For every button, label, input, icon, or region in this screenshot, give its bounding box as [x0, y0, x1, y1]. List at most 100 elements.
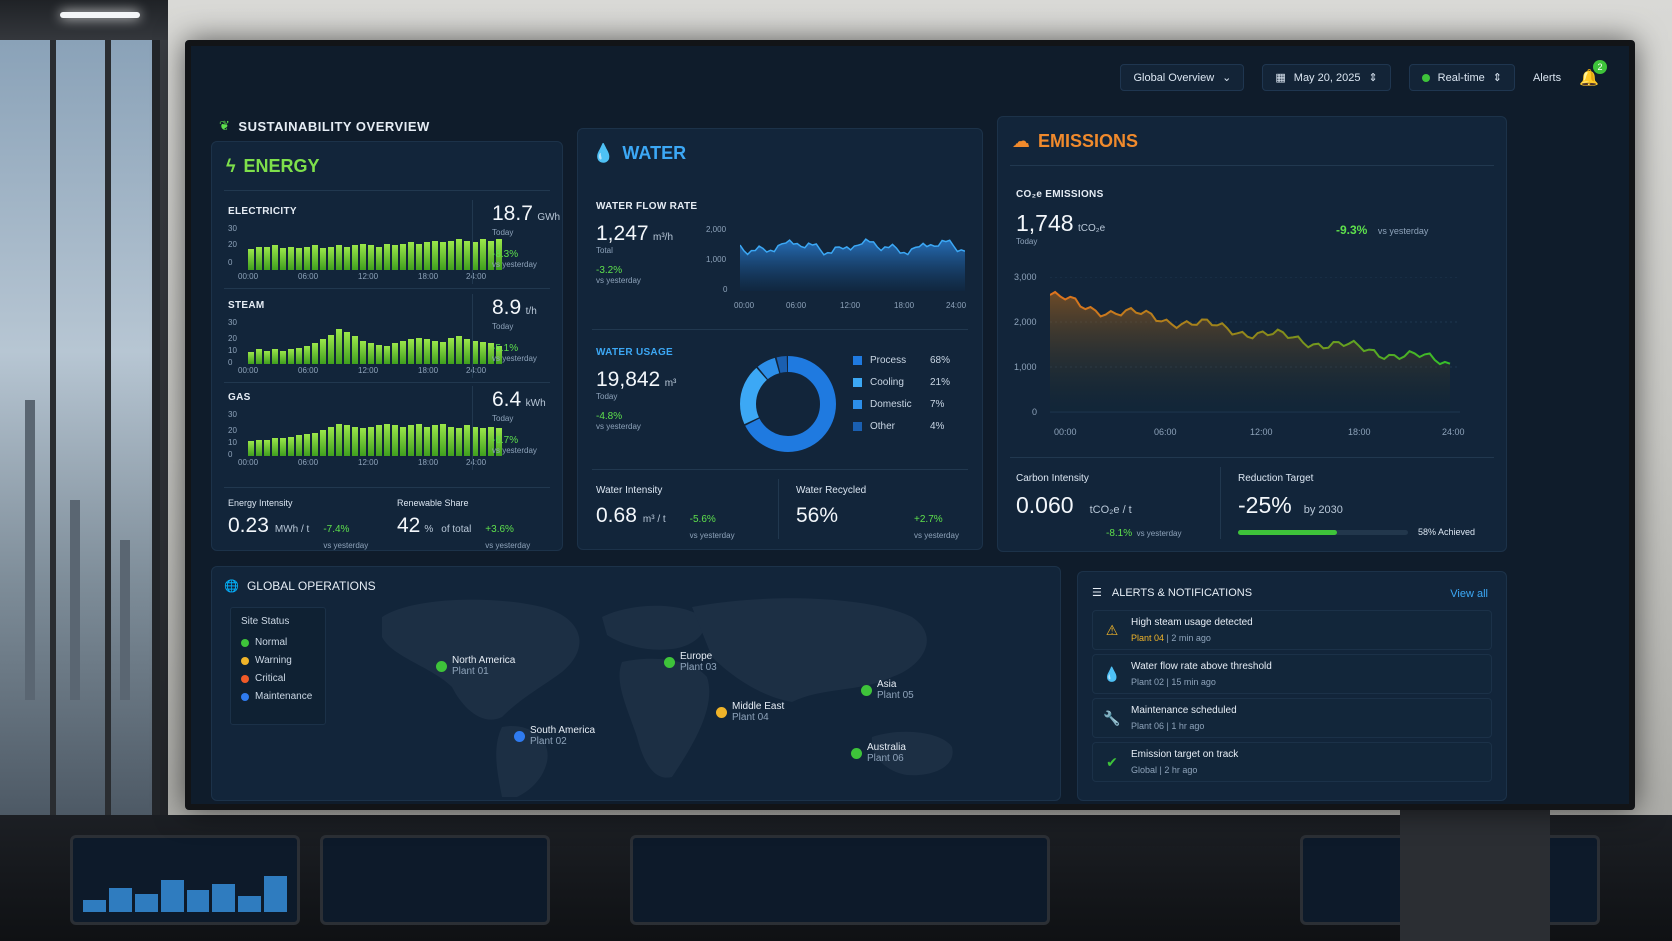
- x-tick: 12:00: [358, 272, 379, 281]
- carbon-intensity-label: Carbon Intensity: [1016, 473, 1089, 484]
- bar: [400, 427, 406, 456]
- water-flow: WATER FLOW RATE 1,247 m³/h Total -3.2% v…: [596, 201, 697, 285]
- site-name: South America: [530, 725, 596, 736]
- bell-icon[interactable]: 🔔 2: [1579, 59, 1607, 88]
- energy-intensity-change: -7.4%: [323, 524, 350, 535]
- bar: [496, 428, 502, 456]
- water-usage-unit: m³: [664, 378, 677, 389]
- pin-icon: [514, 731, 525, 742]
- water-intensity: Water Intensity 0.68 m³ / t -5.6% vs yes…: [596, 485, 735, 543]
- site-south-america[interactable]: South America Plant 02: [514, 725, 596, 747]
- metric-unit: kWh: [525, 398, 546, 409]
- site-plant: Plant 05: [877, 690, 914, 701]
- continent-asia: [692, 598, 927, 702]
- bar: [440, 424, 446, 456]
- emissions-area: [1050, 292, 1450, 412]
- window-mullion: [105, 40, 111, 820]
- water-flow-value: 1,247: [596, 222, 649, 245]
- legend-pct: 21%: [930, 376, 951, 388]
- site-australia[interactable]: Australia Plant 06: [851, 742, 906, 764]
- energy-title: ϟ ENERGY: [226, 156, 320, 177]
- bar: [256, 247, 262, 270]
- view-select-label: Global Overview: [1133, 71, 1215, 84]
- legend-pct: 7%: [930, 398, 945, 410]
- alerts-label[interactable]: Alerts: [1532, 71, 1562, 84]
- view-all-link[interactable]: View all: [1450, 588, 1488, 600]
- y-tick: 10: [228, 346, 237, 355]
- energy-intensity-value: 0.23: [228, 514, 269, 537]
- operations-title-text: GLOBAL OPERATIONS: [246, 579, 376, 593]
- x-tick: 12:00: [358, 458, 379, 467]
- energy-intensity-unit: MWh / t: [274, 524, 310, 535]
- x-tick: 24:00: [946, 301, 967, 310]
- legend-pct: 68%: [930, 354, 951, 366]
- water-usage-legend: Process 68% Cooling 21% Domestic 7% Other 4%: [853, 349, 968, 437]
- bar: [416, 244, 422, 270]
- bar: [392, 245, 398, 270]
- pin-icon: [861, 685, 872, 696]
- alert-time: 2 min ago: [1171, 633, 1211, 643]
- droplet-icon: 💧: [592, 143, 615, 163]
- bar: [256, 349, 262, 364]
- alert-item[interactable]: ✔ Emission target on track Global | 2 hr…: [1092, 742, 1492, 782]
- y-tick: 2,000: [706, 225, 727, 234]
- y-tick: 1,000: [706, 255, 727, 264]
- globe-icon: 🌐: [224, 579, 239, 593]
- energy-metric-electricity: ELECTRICITY 30 20 0 00:00 06:00 12:00 18:00 24:0…: [212, 200, 564, 290]
- bar: [272, 245, 278, 270]
- site-plant: Plant 02: [530, 736, 567, 747]
- bar: [464, 339, 470, 364]
- site-asia[interactable]: Asia Plant 05: [861, 679, 914, 701]
- alert-item[interactable]: 🔧 Maintenance scheduled Plant 06 | 1 hr …: [1092, 698, 1492, 738]
- site-north-america[interactable]: North America Plant 01: [436, 655, 515, 677]
- metric-bar-chart: [248, 320, 502, 364]
- x-tick: 06:00: [298, 366, 319, 375]
- window-mullion: [50, 40, 56, 820]
- metric-unit: t/h: [525, 306, 537, 317]
- bar: [280, 438, 286, 456]
- bar: [296, 348, 302, 364]
- x-tick: 06:00: [1154, 427, 1177, 437]
- water-usage-donut: [740, 356, 836, 452]
- top-bar: Global Overview ⌄ ▦ May 20, 2025 ⇕ Real-…: [1120, 59, 1607, 91]
- x-tick: 12:00: [840, 301, 861, 310]
- view-select[interactable]: Global Overview ⌄: [1120, 64, 1245, 91]
- bar: [384, 244, 390, 270]
- legend-name: Other: [870, 420, 896, 432]
- metric-value-block: 8.9 t/h Today -5.1% vs yesterday: [492, 296, 537, 363]
- site-europe[interactable]: Europe Plant 03: [664, 651, 717, 673]
- date-picker[interactable]: ▦ May 20, 2025 ⇕: [1262, 64, 1391, 91]
- divider: [472, 386, 473, 470]
- legend-name: Cooling: [870, 376, 904, 388]
- site-plant: Plant 06: [867, 753, 904, 764]
- y-tick: 0: [1032, 407, 1038, 417]
- x-tick: 18:00: [894, 301, 915, 310]
- energy-metric-steam: STEAM 30 20 10 0 00:00 06:00 12:00 18:00 24:00 8.9…: [212, 294, 564, 384]
- bar: [440, 342, 446, 364]
- reduction-target: Reduction Target -25% by 2030 58% Achiev…: [1238, 473, 1493, 537]
- bar: [288, 349, 294, 364]
- alert-item[interactable]: 💧 Water flow rate above threshold Plant …: [1092, 654, 1492, 694]
- water-recycled-change: +2.7%: [914, 514, 943, 525]
- energy-title-text: ENERGY: [243, 156, 320, 176]
- bar: [304, 434, 310, 456]
- mode-select[interactable]: Real-time ⇕: [1408, 64, 1515, 91]
- alert-site: Global: [1131, 765, 1158, 775]
- divider: [224, 288, 550, 289]
- bar: [280, 248, 286, 270]
- bar: [464, 241, 470, 270]
- alert-time: 2 hr ago: [1164, 765, 1198, 775]
- legend-warning: Warning: [241, 655, 315, 666]
- x-tick: 06:00: [298, 458, 319, 467]
- alert-item[interactable]: ⚠ High steam usage detected Plant 04 | 2…: [1092, 610, 1492, 650]
- legend-swatch: [853, 377, 862, 387]
- reduction-achieved: 58% Achieved: [1418, 527, 1476, 537]
- site-middle-east[interactable]: Middle East Plant 04: [716, 701, 784, 723]
- continent-europe: [602, 605, 705, 650]
- chevron-updown-icon: ⇕: [1492, 72, 1502, 84]
- bar: [424, 339, 430, 364]
- warning-icon: ⚠: [1105, 622, 1119, 638]
- legend-name: Process: [870, 354, 907, 366]
- chair: [1400, 790, 1550, 941]
- pin-icon: [716, 707, 727, 718]
